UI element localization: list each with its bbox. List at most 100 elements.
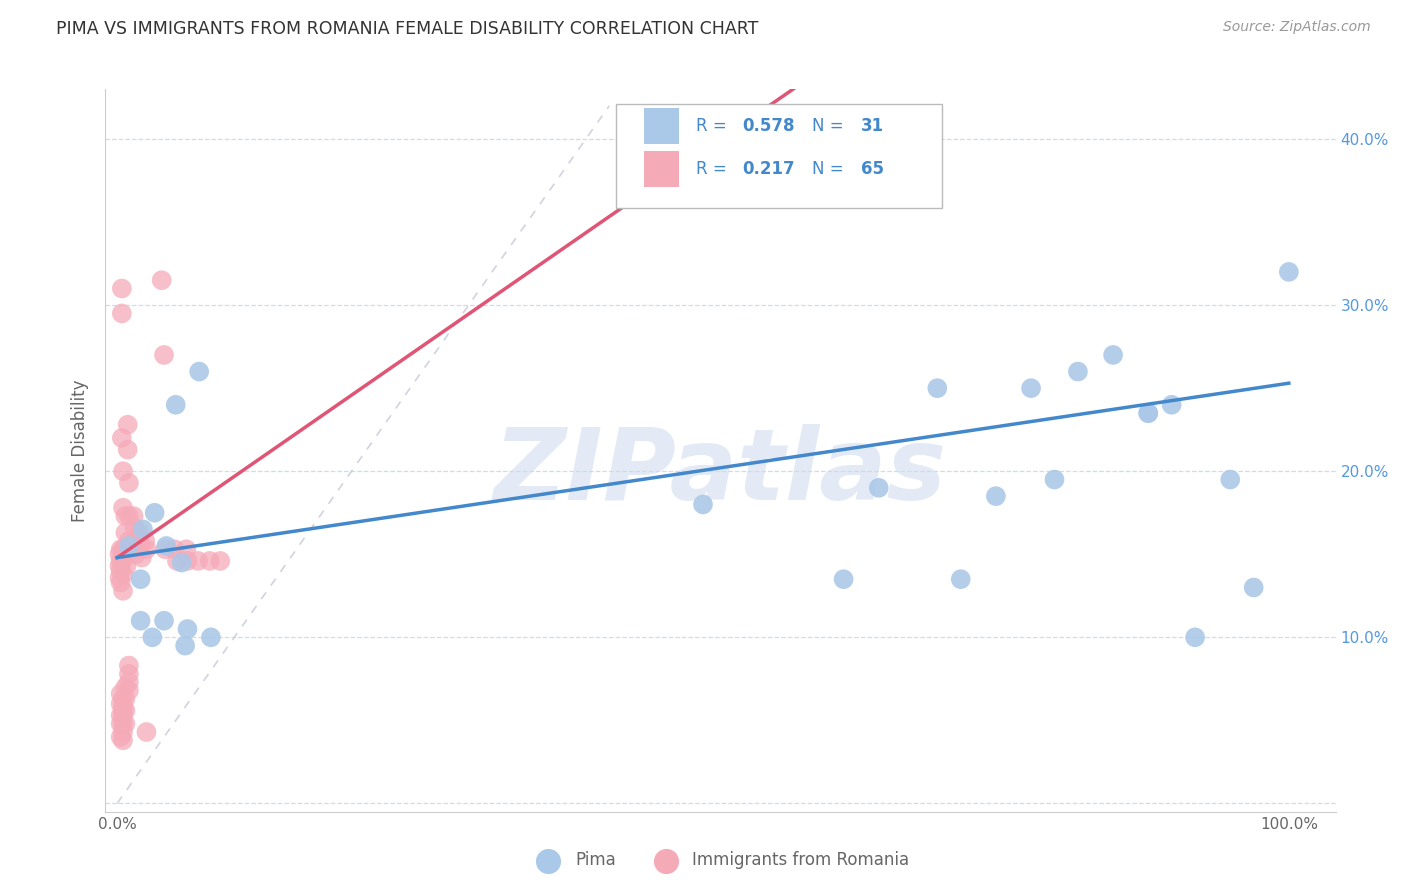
Point — [108, 570, 131, 584]
Point — [176, 554, 198, 568]
Point — [118, 539, 141, 553]
Point — [1219, 473, 1241, 487]
Text: N =: N = — [811, 117, 848, 136]
Point — [114, 716, 136, 731]
Point — [114, 703, 136, 717]
Point — [868, 481, 890, 495]
Point — [118, 475, 141, 490]
Point — [110, 697, 132, 711]
Point — [131, 550, 153, 565]
Point — [112, 708, 135, 723]
Point — [141, 630, 163, 644]
Point — [187, 554, 209, 568]
Point — [110, 716, 132, 731]
Point — [129, 537, 152, 551]
Point — [108, 547, 131, 561]
Point — [115, 558, 138, 573]
Point — [132, 522, 155, 536]
Point — [114, 525, 136, 540]
Point — [1102, 348, 1125, 362]
Text: R =: R = — [696, 161, 733, 178]
Point — [1160, 398, 1182, 412]
Point — [135, 542, 157, 557]
Point — [124, 533, 146, 548]
Point — [188, 365, 211, 379]
Point — [111, 431, 134, 445]
Point — [1067, 365, 1090, 379]
Point — [117, 417, 139, 432]
Point — [112, 691, 135, 706]
Text: Source: ZipAtlas.com: Source: ZipAtlas.com — [1223, 20, 1371, 34]
Point — [110, 542, 132, 557]
Point — [927, 381, 949, 395]
Point — [134, 533, 156, 548]
Point — [112, 716, 135, 731]
Point — [198, 554, 221, 568]
Point — [112, 567, 135, 582]
Point — [114, 691, 136, 706]
Point — [112, 733, 135, 747]
Point — [125, 547, 148, 561]
Point — [110, 575, 132, 590]
Point — [1043, 473, 1066, 487]
Point — [1019, 381, 1042, 395]
Point — [112, 542, 135, 557]
Point — [1137, 406, 1160, 420]
Point — [1278, 265, 1301, 279]
Point — [110, 708, 132, 723]
Text: 65: 65 — [860, 161, 884, 178]
Point — [165, 398, 187, 412]
Point — [110, 730, 132, 744]
Point — [155, 542, 177, 557]
Point — [150, 273, 173, 287]
Bar — [644, 108, 679, 145]
Point — [112, 703, 135, 717]
Point — [112, 725, 135, 739]
Point — [112, 500, 135, 515]
Point — [114, 680, 136, 694]
Point — [692, 498, 714, 512]
Point — [118, 675, 141, 690]
Point — [129, 614, 152, 628]
Text: R =: R = — [696, 117, 733, 136]
Point — [1243, 581, 1265, 595]
Point — [153, 614, 176, 628]
Point — [984, 489, 1007, 503]
Point — [200, 630, 222, 644]
Point — [1184, 630, 1206, 644]
Point — [117, 442, 139, 457]
Point — [129, 572, 152, 586]
Point — [166, 554, 188, 568]
Text: ZIPatlas: ZIPatlas — [494, 424, 948, 521]
Point — [112, 464, 135, 478]
Point — [949, 572, 972, 586]
Point — [135, 725, 157, 739]
Point — [124, 521, 146, 535]
Point — [112, 554, 135, 568]
Point — [153, 348, 176, 362]
Point — [110, 687, 132, 701]
Point — [111, 281, 134, 295]
Point — [170, 556, 193, 570]
Point — [174, 639, 197, 653]
Point — [832, 572, 855, 586]
Point — [122, 509, 145, 524]
Point — [112, 700, 135, 714]
Point — [118, 658, 141, 673]
Bar — [644, 151, 679, 187]
Point — [155, 539, 177, 553]
Point — [112, 583, 135, 598]
Point — [118, 666, 141, 681]
Text: 0.217: 0.217 — [742, 161, 796, 178]
Point — [118, 683, 141, 698]
Point — [163, 542, 186, 557]
Point — [118, 533, 141, 548]
Point — [108, 558, 131, 573]
Point — [110, 554, 132, 568]
Text: 31: 31 — [860, 117, 884, 136]
Point — [115, 542, 138, 557]
Text: N =: N = — [811, 161, 848, 178]
Point — [143, 506, 166, 520]
Y-axis label: Female Disability: Female Disability — [72, 379, 90, 522]
Text: 0.578: 0.578 — [742, 117, 796, 136]
